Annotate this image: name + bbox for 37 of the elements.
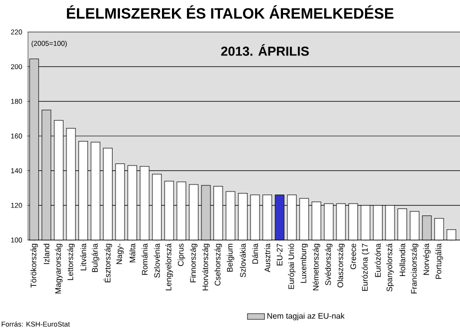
x-tick-label: Lengyelorszá	[165, 243, 173, 290]
x-tick-label: Dánia	[252, 243, 258, 264]
x-tick-label: Norvégia	[423, 243, 431, 275]
x-tick-label: Svédország	[324, 244, 332, 286]
x-tick-label: EU-27	[276, 244, 282, 266]
x-tick-label: Horvátország	[202, 244, 210, 290]
x-tick-label: Finnország	[190, 244, 198, 282]
text: 2013. ÁPRILIS	[221, 44, 309, 56]
x-tick-label: Nagy-	[116, 244, 124, 264]
x-tick-label: Greece	[350, 244, 356, 270]
x-tick-label: Szlovénia	[154, 243, 160, 278]
x-tick-label: Ciprus	[178, 244, 186, 266]
x-tick-label: Észtország	[103, 244, 112, 282]
x-tick-label: Csehország	[214, 244, 222, 286]
x-tick-label: Hollandia	[399, 243, 406, 276]
x-tick-label: Luxemburg	[300, 244, 308, 283]
x-tick-label: Málta	[129, 243, 136, 262]
x-tick-label: Bulgária	[92, 243, 100, 272]
x-tick-label: Franciaország	[410, 244, 418, 294]
x-tick-label: Portugália	[435, 243, 443, 279]
chart-title: ÉLELMISZEREK ÉS ITALOK ÁREMELKEDÉSE	[66, 5, 394, 19]
x-tick-label: Spanyolorszá	[386, 243, 394, 292]
x-tick-label: Szlovákia	[240, 243, 246, 278]
x-tick-label: Lettország	[67, 244, 75, 280]
x-tick-label: Belgium	[226, 244, 234, 272]
x-tick-label: Eurózóna (17	[362, 244, 370, 291]
x-tick-label: Eurózóna	[374, 243, 381, 277]
legend-label: Nem tagjai az EU-nak	[267, 312, 345, 320]
x-tick-label: Németország	[312, 244, 320, 290]
x-tick-label: Ausztria	[264, 243, 270, 272]
x-tick-label: Románia	[142, 243, 148, 275]
x-tick-label: Litvánia	[80, 243, 86, 270]
x-tick-label: Magyarország	[54, 244, 62, 294]
x-tick-label: Törökország	[30, 244, 38, 288]
x-tick-label: Olaszország	[337, 244, 345, 288]
x-tick-label: Izland	[43, 244, 50, 264]
x-tick-label: Európai Unió	[288, 244, 296, 289]
